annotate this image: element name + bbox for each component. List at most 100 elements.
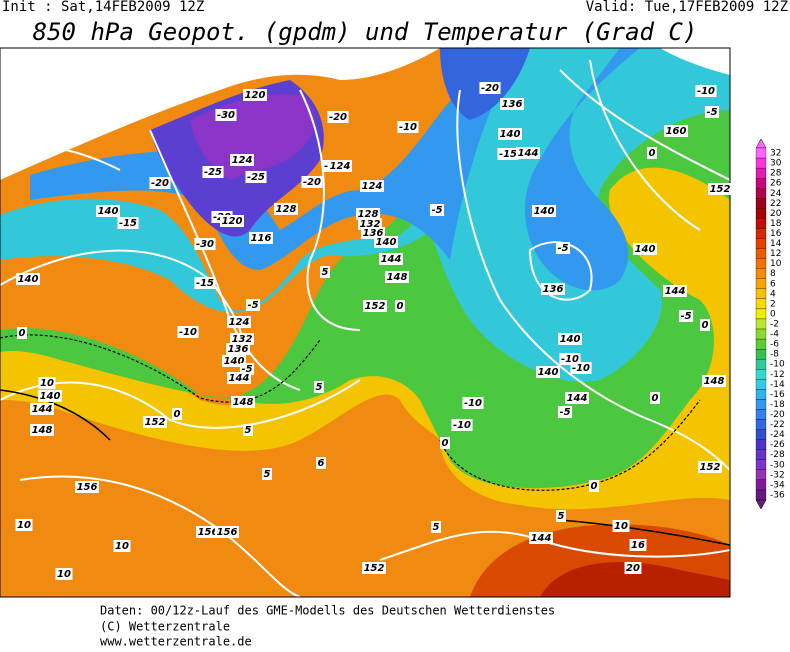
contour-label-text: -5 [431, 205, 442, 216]
contour-label-text: 120 [245, 90, 266, 101]
contour-label: -20 [327, 111, 349, 123]
contour-label: 148 [231, 396, 255, 408]
contour-label: 5 [314, 381, 324, 393]
contour-label-text: 152 [145, 417, 166, 428]
label-box [664, 125, 688, 137]
contour-label: 16 [629, 539, 647, 551]
contour-label-text: 10 [40, 378, 54, 389]
label-box [695, 85, 717, 97]
contour-label-text: -30 [217, 110, 235, 121]
label-box [243, 424, 253, 436]
contour-label: 136 [541, 283, 565, 295]
contour-label-text: -10 [561, 354, 579, 365]
contour-label-text: -5 [680, 311, 691, 322]
label-box [678, 310, 694, 322]
colorbar-bin [755, 459, 767, 470]
label-box [395, 300, 405, 312]
footer-line: www.wetterzentrale.de [100, 635, 252, 649]
label-box [698, 461, 722, 473]
contour-label-text: 136 [502, 99, 523, 110]
contour-label: -5 [429, 204, 445, 216]
label-box [30, 403, 54, 415]
label-box [96, 205, 120, 217]
colorbar-bin [755, 359, 767, 370]
colorbar-label: -10 [770, 360, 785, 370]
contour-label-text: 128 [358, 209, 379, 220]
colorbar: 32302826242220181614121086420-2-4-6-8-10… [755, 138, 785, 510]
contour-label-text: 140 [635, 244, 656, 255]
colorbar-label: 22 [770, 199, 781, 209]
contour-label-text: -20 [151, 178, 169, 189]
contour-label-text: 128 [276, 204, 297, 215]
contour-label-text: 10 [57, 569, 71, 580]
contour-label-text: 10 [115, 541, 129, 552]
contour-label-text: 140 [376, 237, 397, 248]
colorbar-bin [755, 308, 767, 320]
label-box [17, 327, 27, 339]
contour-label: -20 [149, 177, 171, 189]
contour-label-text: 5 [316, 382, 323, 393]
colorbar-label: -34 [770, 480, 785, 490]
label-box [431, 521, 441, 533]
contour-label: 140 [96, 205, 120, 217]
contour-label: 144 [227, 372, 251, 384]
contour-label: 140 [536, 366, 560, 378]
contour-label-text: 124 [362, 181, 383, 192]
contour-label: 124 [328, 160, 352, 172]
contour-label-text: 152 [364, 563, 385, 574]
label-box [262, 468, 272, 480]
contour-label: -25 [245, 171, 267, 183]
colorbar-label: -2 [770, 320, 779, 330]
contour-label-text: 10 [614, 521, 628, 532]
label-box [589, 480, 599, 492]
label-box [320, 266, 330, 278]
contour-label-text: 0 [442, 438, 449, 449]
contour-label-text: 144 [567, 393, 588, 404]
label-box [220, 215, 244, 227]
contour-label: 140 [633, 243, 657, 255]
contour-label: 0 [650, 392, 660, 404]
label-box [316, 457, 326, 469]
contour-label-text: 152 [365, 301, 386, 312]
colorbar-bin [755, 479, 767, 491]
contour-label-text: 140 [98, 206, 119, 217]
contour-label: 0 [700, 319, 710, 331]
contour-label: 124 [230, 154, 254, 166]
contour-label: 124 [227, 316, 251, 328]
contour-label: 10 [15, 519, 33, 531]
label-box [555, 242, 571, 254]
contour-label-text: 148 [387, 272, 408, 283]
contour-label: 136 [226, 343, 250, 355]
label-box [497, 148, 519, 160]
contour-label-text: 148 [32, 425, 53, 436]
contour-label-text: -10 [453, 420, 471, 431]
label-box [38, 390, 62, 402]
contour-label-text: 124 [232, 155, 253, 166]
contour-label: 140 [498, 128, 522, 140]
contour-label-text: 124 [229, 317, 250, 328]
colorbar-label: -32 [770, 470, 785, 480]
contour-label-text: 144 [381, 254, 402, 265]
contour-label-text: -25 [247, 172, 265, 183]
contour-label: 128 [356, 208, 380, 220]
label-box [327, 111, 349, 123]
contour-label-text: 136 [363, 228, 384, 239]
label-box [215, 526, 239, 538]
contour-label: 152 [143, 416, 167, 428]
colorbar-label: 16 [770, 229, 782, 239]
label-box [708, 183, 732, 195]
contour-label: 5 [320, 266, 330, 278]
colorbar-arrow-bottom [755, 499, 767, 510]
contour-label: -10 [177, 326, 199, 338]
label-box [117, 217, 139, 229]
init-time: Init : Sat,14FEB2009 12Z [2, 0, 204, 15]
contour-label: -5 [704, 106, 720, 118]
contour-label: 0 [395, 300, 405, 312]
contour-label-text: 20 [626, 563, 640, 574]
colorbar-bin [755, 248, 767, 259]
colorbar-bin [755, 379, 767, 390]
contour-label: -15 [497, 148, 519, 160]
colorbar-label: -18 [770, 400, 785, 410]
colorbar-bin [755, 389, 767, 400]
